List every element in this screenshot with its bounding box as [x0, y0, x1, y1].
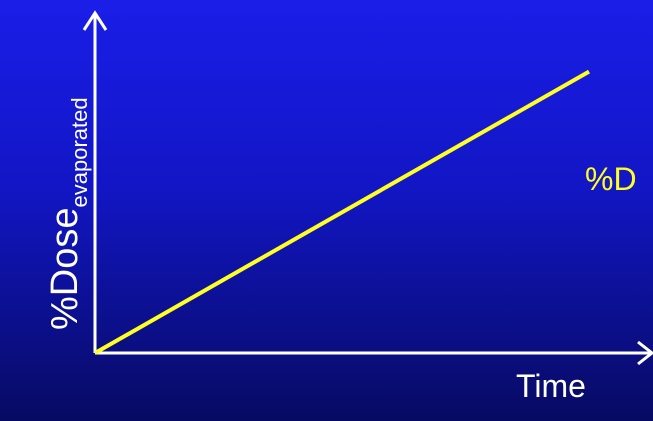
y-axis-label-subscript: evaporated: [67, 97, 92, 208]
x-axis-arrowhead: [637, 340, 653, 366]
series-layer: [94, 69, 590, 355]
series-line-1: [94, 69, 590, 355]
series-annotation: %D: [585, 161, 637, 197]
y-axis-label-main: %Dose: [44, 207, 86, 331]
y-axis-label-text: %Doseevaporated: [44, 97, 92, 331]
y-axis-arrowhead: [82, 10, 108, 31]
x-axis-label: Time: [516, 368, 586, 404]
y-axis-label: %Doseevaporated: [0, 0, 92, 340]
